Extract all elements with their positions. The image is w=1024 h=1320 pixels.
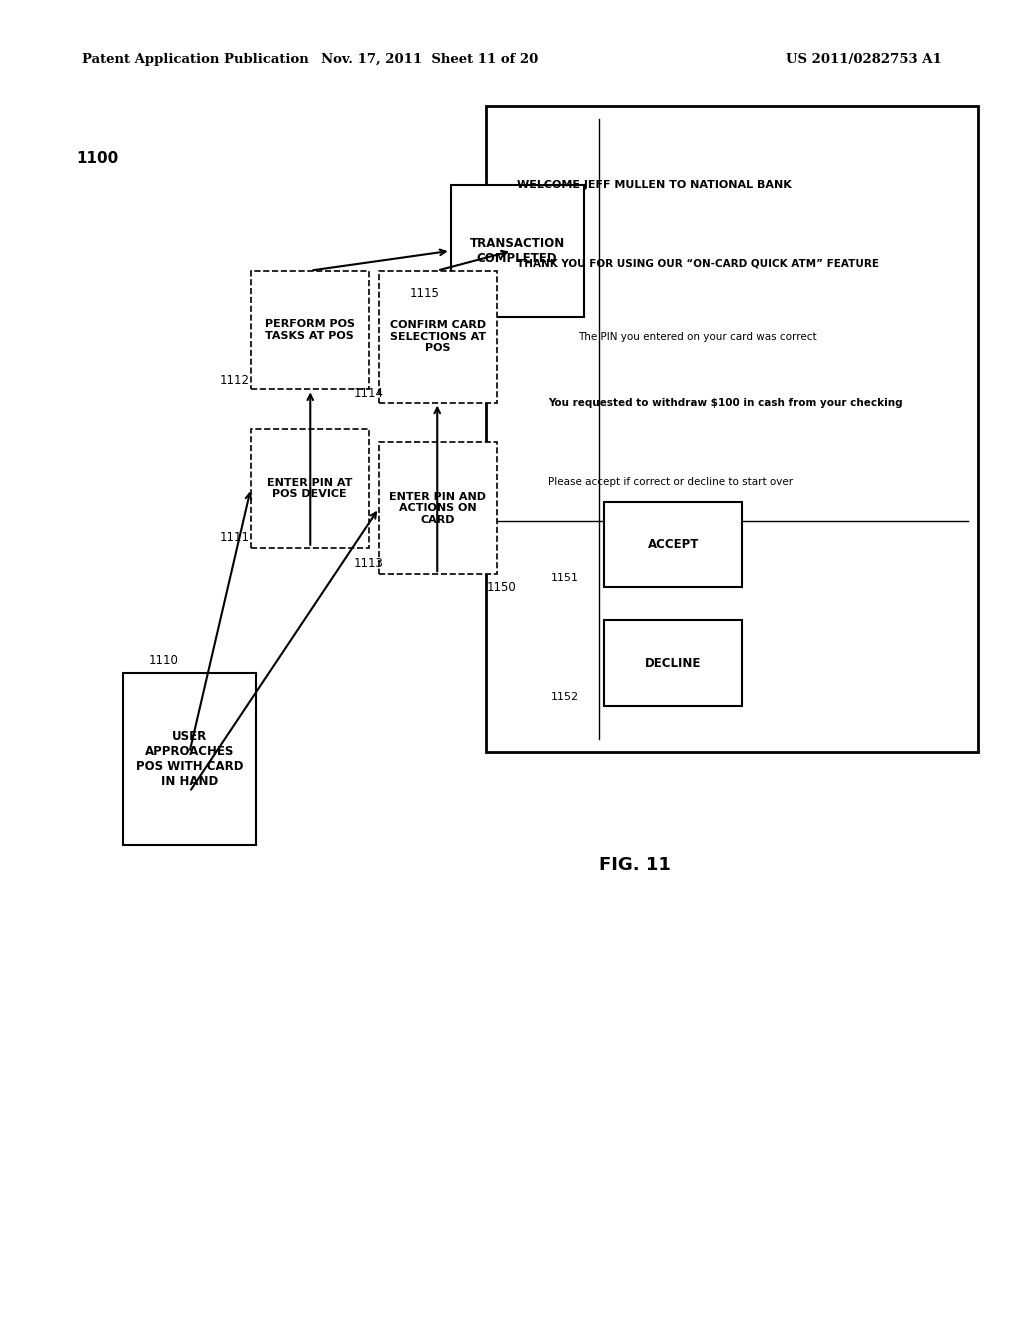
FancyBboxPatch shape — [123, 673, 256, 845]
Text: Please accept if correct or decline to start over: Please accept if correct or decline to s… — [548, 477, 793, 487]
Text: ENTER PIN AND
ACTIONS ON
CARD: ENTER PIN AND ACTIONS ON CARD — [389, 491, 486, 525]
Text: You requested to withdraw $100 in cash from your checking: You requested to withdraw $100 in cash f… — [548, 397, 902, 408]
Text: 1110: 1110 — [148, 653, 178, 667]
FancyBboxPatch shape — [451, 185, 584, 317]
Text: Nov. 17, 2011  Sheet 11 of 20: Nov. 17, 2011 Sheet 11 of 20 — [322, 53, 539, 66]
Text: 1114: 1114 — [353, 387, 383, 400]
Text: 1152: 1152 — [551, 692, 579, 702]
FancyBboxPatch shape — [604, 502, 742, 587]
Text: USER
APPROACHES
POS WITH CARD
IN HAND: USER APPROACHES POS WITH CARD IN HAND — [136, 730, 243, 788]
Text: 1150: 1150 — [486, 581, 516, 594]
FancyBboxPatch shape — [379, 271, 497, 403]
FancyBboxPatch shape — [379, 442, 497, 574]
Text: Patent Application Publication: Patent Application Publication — [82, 53, 308, 66]
FancyBboxPatch shape — [251, 271, 369, 389]
Text: 1151: 1151 — [551, 573, 579, 583]
FancyBboxPatch shape — [251, 429, 369, 548]
Text: ENTER PIN AT
POS DEVICE: ENTER PIN AT POS DEVICE — [267, 478, 352, 499]
Text: 1113: 1113 — [353, 557, 383, 570]
Text: CONFIRM CARD
SELECTIONS AT
POS: CONFIRM CARD SELECTIONS AT POS — [390, 319, 485, 354]
FancyBboxPatch shape — [486, 106, 978, 752]
Text: TRANSACTION
COMPLETED: TRANSACTION COMPLETED — [469, 236, 565, 265]
Text: THANK YOU FOR USING OUR “ON-CARD QUICK ATM” FEATURE: THANK YOU FOR USING OUR “ON-CARD QUICK A… — [517, 259, 880, 269]
Text: The PIN you entered on your card was correct: The PIN you entered on your card was cor… — [579, 331, 817, 342]
Text: DECLINE: DECLINE — [645, 657, 701, 669]
Text: ACCEPT: ACCEPT — [647, 539, 699, 550]
Text: FIG. 11: FIG. 11 — [599, 855, 671, 874]
Text: 1115: 1115 — [410, 286, 439, 300]
Text: PERFORM POS
TASKS AT POS: PERFORM POS TASKS AT POS — [265, 319, 354, 341]
Text: 1111: 1111 — [220, 531, 250, 544]
FancyBboxPatch shape — [604, 620, 742, 706]
Text: 1112: 1112 — [220, 374, 250, 387]
Text: WELCOME JEFF MULLEN TO NATIONAL BANK: WELCOME JEFF MULLEN TO NATIONAL BANK — [517, 180, 792, 190]
Text: 1100: 1100 — [77, 150, 119, 166]
Text: US 2011/0282753 A1: US 2011/0282753 A1 — [786, 53, 942, 66]
